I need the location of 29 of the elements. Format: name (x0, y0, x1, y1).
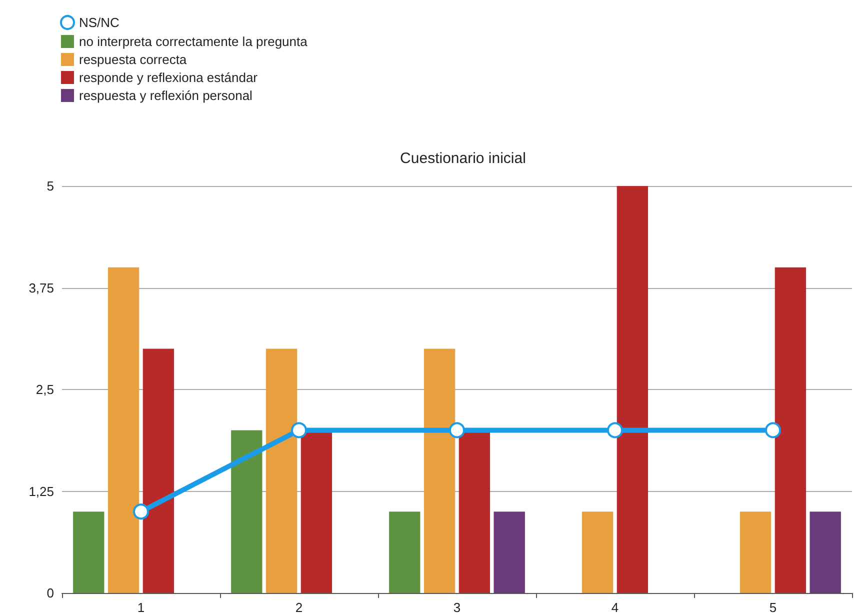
legend-label: respuesta correcta (79, 52, 188, 67)
bar (424, 348, 456, 593)
y-tick-label: 5 (46, 178, 54, 194)
bar (616, 186, 648, 593)
legend-label: respuesta y reflexión personal (79, 88, 253, 103)
x-tick-label: 2 (295, 600, 303, 615)
bar (266, 348, 298, 593)
bar (582, 512, 614, 593)
y-tick-label: 1,25 (28, 484, 54, 499)
bar (740, 512, 772, 593)
y-tick-label: 0 (46, 586, 54, 600)
legend-label: no interpreta correctamente la pregunta (79, 34, 308, 49)
bar (494, 512, 525, 593)
bar (73, 512, 104, 593)
x-tick-label: 1 (137, 600, 145, 615)
x-tick-label: 3 (453, 600, 461, 615)
bar (142, 348, 174, 593)
x-tick-label: 5 (769, 600, 777, 615)
bar (774, 267, 806, 593)
bar (108, 267, 140, 593)
y-tick-label: 2,5 (36, 382, 54, 397)
x-tick-label: 4 (611, 600, 619, 615)
bar (231, 430, 262, 593)
legend-label: NS/NC (79, 15, 120, 30)
y-tick-label: 3,75 (28, 280, 54, 296)
bar (389, 512, 420, 593)
chart-title: Cuestionario inicial (400, 150, 526, 167)
legend-label: responde y reflexiona estándar (79, 70, 258, 85)
bar (810, 512, 841, 593)
